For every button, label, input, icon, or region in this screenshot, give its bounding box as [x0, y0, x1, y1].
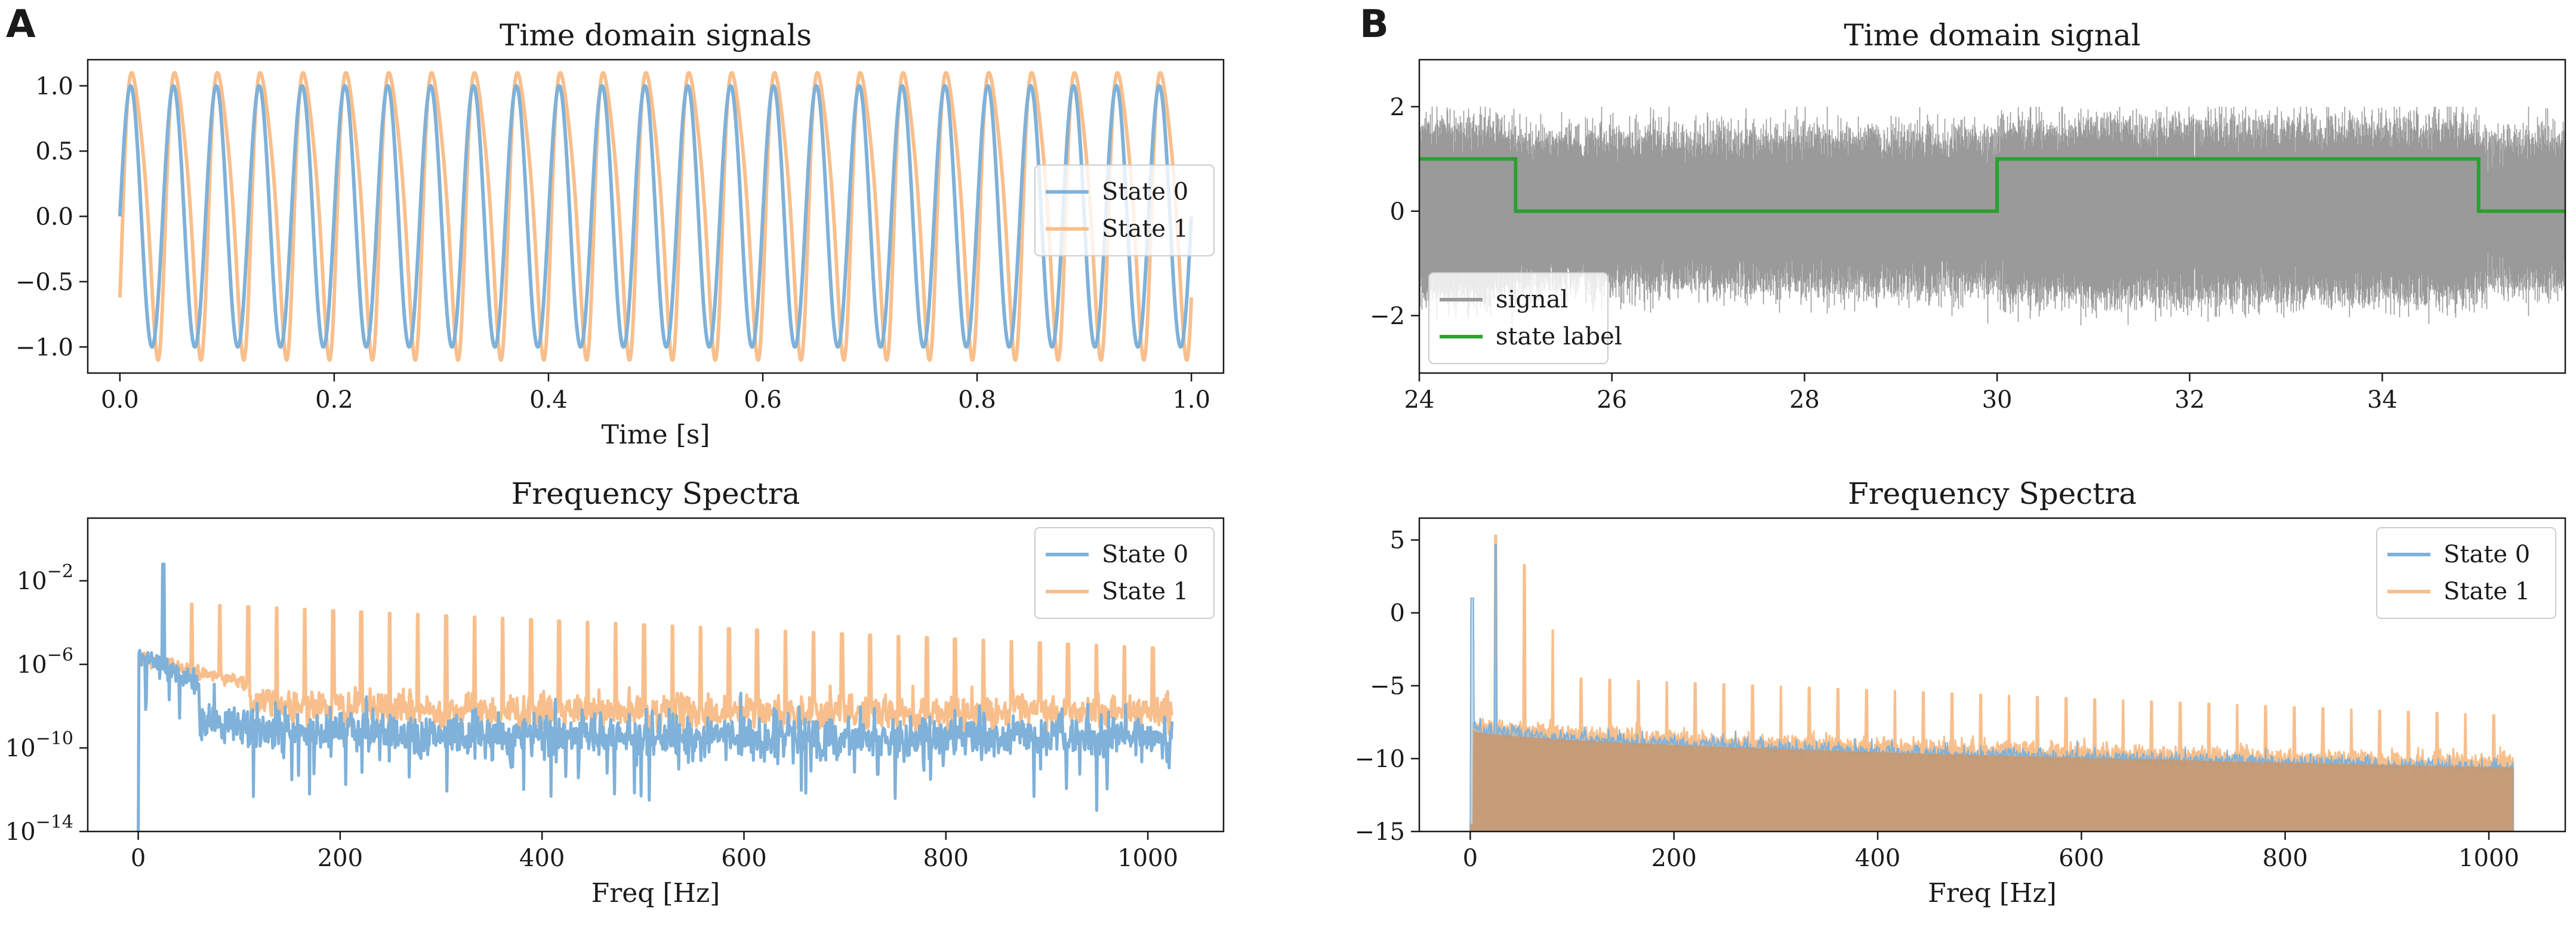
legend: State 0 State 1 [2376, 527, 2556, 619]
x-tick-label: 24 [1404, 386, 1435, 414]
x-tick-label: 400 [1855, 845, 1900, 872]
x-tick-label: 0.2 [315, 386, 353, 414]
axes-title: Frequency Spectra [511, 476, 800, 511]
y-tick-label: 1.0 [35, 73, 73, 100]
series-state-0-line [137, 562, 1174, 831]
y-tick-label: −0.5 [16, 269, 73, 296]
series-state-1-line [137, 575, 1174, 831]
panel-label-b: B [1360, 2, 1389, 47]
legend-box [1428, 272, 1609, 364]
y-tick-label: 0 [1390, 600, 1405, 627]
x-axis-label: Freq [Hz] [1928, 878, 2057, 908]
overlap-area [1470, 731, 2513, 831]
y-tick-label: 0 [1390, 198, 1405, 226]
legend-entry: State 0 [1102, 541, 1188, 568]
x-tick-label: 1000 [1117, 845, 1178, 872]
legend: State 0 State 1 [1034, 164, 1215, 257]
x-tick-label: 0 [131, 845, 146, 872]
x-tick-label: 400 [519, 845, 565, 872]
y-tick-label: 10−10 [5, 728, 73, 762]
axes-A-spectra: 0 200 400 600 800 1000 10−2 10−6 10−10 10−14 Frequ… [5, 476, 1225, 908]
x-tick-label: 600 [2059, 845, 2104, 872]
x-axis-label: Time [s] [601, 420, 710, 450]
x-tick-label: 28 [1789, 386, 1820, 414]
y-tick-label: −10 [1355, 746, 1405, 773]
legend: State 0 State 1 [1034, 527, 1215, 619]
y-tick-label: 5 [1390, 527, 1405, 555]
legend-box [2376, 527, 2556, 619]
legend-entry: signal [1496, 286, 1568, 313]
legend-entry: State 0 [2443, 541, 2530, 568]
legend-box [1034, 527, 1215, 619]
legend-entry: State 0 [1102, 178, 1188, 206]
x-tick-label: 32 [2174, 386, 2205, 414]
axes-frame [1418, 58, 2566, 374]
x-tick-label: 34 [2367, 386, 2398, 414]
y-tick-label: 10−2 [17, 561, 73, 595]
legend: signal state label [1428, 272, 1622, 364]
series-state-0-line [118, 84, 1194, 349]
axes-frame [87, 517, 1225, 833]
x-tick-label: 0.6 [744, 386, 782, 414]
axes-title: Frequency Spectra [1848, 476, 2137, 511]
y-tick-label: 0.5 [35, 138, 73, 165]
x-tick-label: 26 [1597, 386, 1627, 414]
y-tick-label: 10−14 [5, 812, 73, 846]
axes-frame [1418, 517, 2566, 833]
x-tick-label: 200 [318, 845, 363, 872]
plot-area [118, 70, 1194, 362]
x-tick-label: 1000 [2458, 845, 2519, 872]
plot-area [1469, 534, 2515, 831]
y-tick-label: −15 [1355, 818, 1405, 846]
x-tick-label: 0.0 [101, 386, 139, 414]
y-tick-label: 10−6 [17, 645, 73, 679]
x-tick-label: 0 [1463, 845, 1478, 872]
x-tick-label: 800 [923, 845, 969, 872]
axes-title: Time domain signal [1844, 18, 2140, 53]
y-tick-label: 0.0 [35, 204, 73, 231]
x-tick-label: 1.0 [1172, 386, 1210, 414]
axes-B-spectra: 0 200 400 600 800 1000 5 0 −5 −10 −15 Frequency Spe… [1355, 476, 2566, 908]
y-tick-label: −5 [1370, 673, 1405, 700]
x-tick-label: 800 [2262, 845, 2307, 872]
y-tick-label: −2 [1370, 303, 1405, 330]
legend-box [1034, 164, 1215, 257]
axes-B-time: 24 26 28 30 32 34 2 0 −2 Time domain signal signal… [1370, 18, 2566, 414]
x-tick-label: 600 [721, 845, 766, 872]
series-state-label-step [1419, 157, 2565, 213]
x-tick-label: 30 [1982, 386, 2013, 414]
panel-label-a: A [6, 2, 36, 47]
x-tick-label: 0.8 [958, 386, 996, 414]
x-tick-label: 200 [1651, 845, 1696, 872]
plot-area [137, 562, 1174, 831]
axes-A-time: 0.0 0.2 0.4 0.6 0.8 1.0 1.0 0.5 0.0 −0.5 −1.0 Time … [16, 18, 1225, 450]
legend-entry: State 1 [2443, 578, 2530, 605]
x-axis-label: Freq [Hz] [591, 878, 720, 908]
legend-entry: State 1 [1102, 578, 1188, 605]
x-tick-label: 0.4 [529, 386, 568, 414]
plot-area [1419, 106, 2565, 326]
legend-entry: State 1 [1102, 215, 1188, 243]
y-tick-label: −1.0 [16, 334, 73, 361]
y-tick-label: 2 [1390, 94, 1405, 121]
legend-entry: state label [1496, 323, 1622, 350]
axes-title: Time domain signals [500, 18, 812, 53]
